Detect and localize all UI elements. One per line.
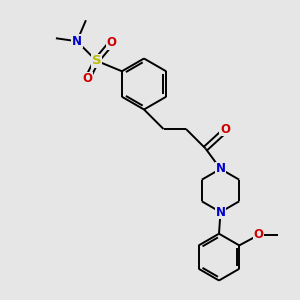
Text: N: N <box>215 206 226 219</box>
Text: O: O <box>82 72 92 85</box>
Text: O: O <box>220 122 230 136</box>
Text: O: O <box>106 36 116 49</box>
Text: N: N <box>72 35 82 48</box>
Text: O: O <box>254 228 264 242</box>
Text: S: S <box>92 54 101 67</box>
Text: N: N <box>215 162 226 176</box>
